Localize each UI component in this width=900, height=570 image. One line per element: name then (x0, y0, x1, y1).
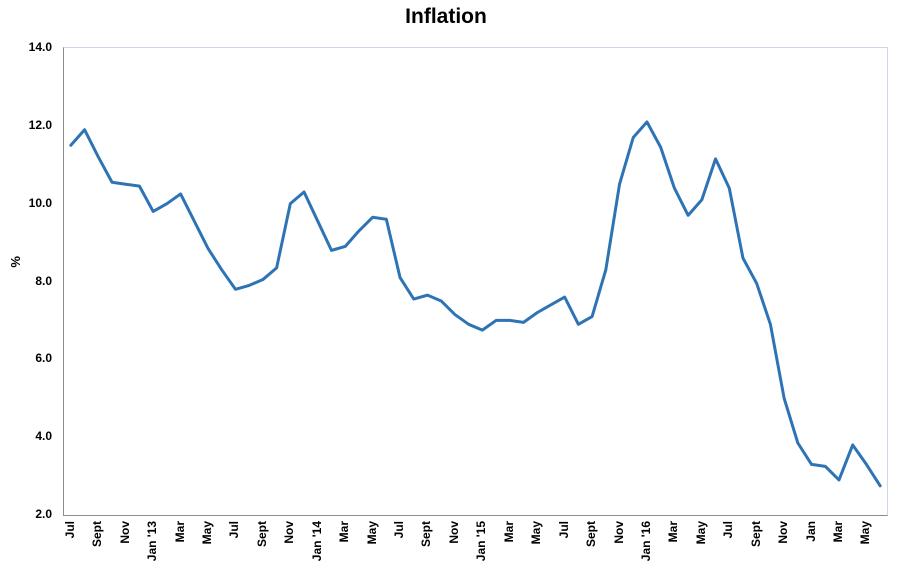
y-axis-title: % (8, 256, 23, 268)
plot-area (63, 47, 888, 516)
x-tick-label: Nov (776, 521, 791, 544)
x-tick-label: Jul (62, 521, 77, 539)
y-tick-label: 14.0 (28, 40, 52, 54)
x-tick-label: May (364, 521, 379, 545)
y-tick-label: 4.0 (35, 429, 52, 444)
x-tick-label: May (200, 521, 215, 545)
x-tick-label: Jul (556, 521, 571, 539)
x-tick-label: Jan '14 (309, 521, 324, 562)
x-tick-label: Sept (748, 521, 763, 548)
chart-title: Inflation (405, 5, 487, 28)
x-tick-label: Mar (830, 521, 845, 543)
y-tick-label: 12.0 (28, 117, 52, 132)
y-tick-label: 10.0 (28, 195, 52, 210)
inflation-line-series (69, 120, 882, 488)
x-tick-label: Sept (419, 521, 434, 548)
x-tick-label: Jan '16 (638, 521, 653, 562)
y-tick-label: 2.0 (35, 507, 52, 521)
x-tick-label: Mar (666, 521, 681, 543)
x-tick-label: Sept (90, 521, 105, 548)
x-tick-label: May (858, 521, 873, 545)
y-tick-label: 8.0 (35, 273, 52, 288)
x-tick-label: Mar (172, 521, 187, 543)
x-tick-label: Jul (392, 521, 407, 539)
x-tick-label: Jan (803, 521, 818, 542)
x-tick-label: Nov (611, 521, 626, 544)
x-tick-label: Mar (501, 521, 516, 543)
x-tick-label: Jul (227, 521, 242, 539)
x-tick-label: Nov (117, 521, 132, 544)
x-tick-label: Nov (446, 521, 461, 544)
x-tick-label: Jan '15 (474, 521, 489, 562)
x-tick-label: Jan '13 (145, 521, 160, 562)
x-tick-label: Sept (584, 521, 599, 548)
x-tick-label: Nov (282, 521, 297, 544)
x-tick-label: Mar (337, 521, 352, 543)
y-tick-label: 6.0 (35, 351, 52, 366)
x-tick-label: Jul (721, 521, 736, 539)
x-tick-label: Sept (254, 521, 269, 548)
x-tick-label: May (529, 521, 544, 545)
x-tick-label: May (693, 521, 708, 545)
